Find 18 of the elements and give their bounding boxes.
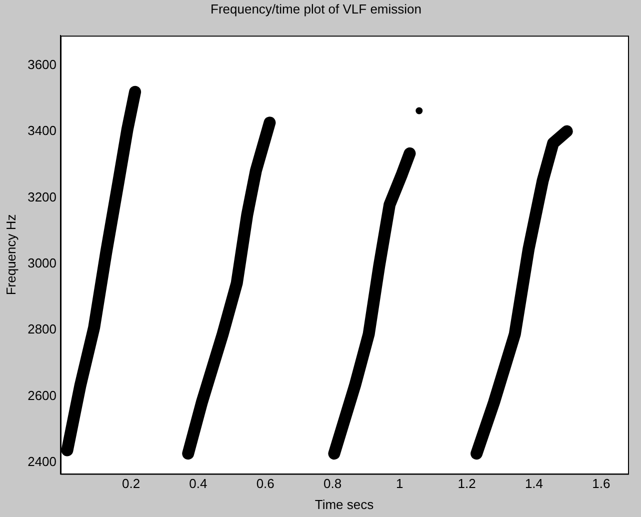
x-tick-label: 1 — [396, 476, 404, 492]
y-tick-label: 2600 — [28, 388, 57, 403]
x-tick-label: 1.2 — [458, 476, 476, 492]
x-axis-title: Time secs — [314, 496, 374, 512]
y-tick-label: 2800 — [28, 322, 57, 337]
x-tick-label: 0.8 — [323, 476, 342, 492]
y-tick-label: 3000 — [28, 256, 57, 271]
y-tick-label: 3400 — [28, 123, 57, 138]
x-tick-label: 1.4 — [524, 476, 544, 492]
y-tick-label: 3600 — [28, 56, 57, 72]
y-tick-label: 3200 — [28, 189, 57, 204]
x-tick-label: 0.2 — [122, 476, 140, 492]
y-tick-label: 2400 — [28, 454, 57, 470]
y-axis-title: Frequency Hz — [3, 214, 18, 296]
x-tick-label: 0.4 — [189, 476, 208, 492]
chart-title: Frequency/time plot of VLF emission — [210, 1, 422, 16]
x-tick-label: 0.6 — [256, 476, 274, 492]
x-tick-label: 1.6 — [592, 476, 610, 492]
